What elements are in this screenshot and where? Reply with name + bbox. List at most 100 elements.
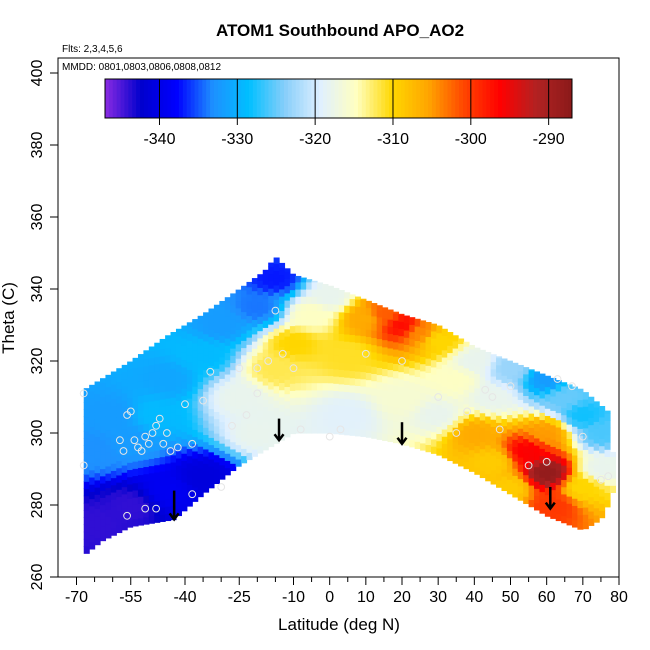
heatmap-cell xyxy=(387,347,394,356)
heatmap-cell xyxy=(485,473,492,482)
heatmap-cell xyxy=(105,415,112,424)
colorbar-cell xyxy=(268,79,273,118)
heatmap-cell xyxy=(159,492,166,501)
heatmap-cell xyxy=(306,325,313,333)
heatmap-cell xyxy=(474,431,481,439)
heatmap-cell xyxy=(94,415,101,423)
heatmap-cell xyxy=(165,354,172,363)
colorbar-cell xyxy=(303,79,308,118)
heatmap-cell xyxy=(295,411,302,420)
heatmap-cell xyxy=(420,428,427,437)
heatmap-cell xyxy=(159,338,166,342)
heatmap-cell xyxy=(512,374,519,383)
heatmap-cell xyxy=(490,361,497,370)
heatmap-cell xyxy=(360,400,367,409)
heatmap-cell xyxy=(257,301,264,310)
heatmap-cell xyxy=(83,445,90,454)
heatmap-cell xyxy=(203,384,210,392)
heatmap-cell xyxy=(577,471,584,480)
heatmap-cell xyxy=(376,316,383,325)
heatmap-cell xyxy=(501,368,508,376)
heatmap-cell xyxy=(593,486,600,494)
heatmap-cell xyxy=(452,391,459,399)
heatmap-cell xyxy=(148,422,155,431)
heatmap-cell xyxy=(251,355,258,364)
heatmap-cell xyxy=(327,332,334,341)
heatmap-cell xyxy=(414,419,421,428)
heatmap-cell xyxy=(262,377,269,386)
heatmap-cell xyxy=(89,462,96,471)
colorbar-cell xyxy=(120,79,125,118)
heatmap-cell xyxy=(159,449,166,458)
heatmap-cell xyxy=(235,401,242,410)
heatmap-cell xyxy=(506,479,513,488)
colorbar-cell xyxy=(171,79,176,118)
heatmap-cell xyxy=(436,433,443,442)
heatmap-cell xyxy=(306,346,313,355)
heatmap-cell xyxy=(550,453,557,462)
heatmap-cell xyxy=(344,377,351,385)
heatmap-cell xyxy=(311,303,318,312)
observation-point xyxy=(137,447,146,455)
heatmap-cell xyxy=(468,428,475,436)
heatmap-cell xyxy=(105,487,112,496)
heatmap-cell xyxy=(371,409,378,418)
heatmap-cell xyxy=(148,465,155,474)
heatmap-cell xyxy=(132,497,139,505)
colorbar-cell xyxy=(385,79,390,118)
colorbar-cell xyxy=(206,79,211,118)
heatmap-cell xyxy=(344,384,351,393)
heatmap-cell xyxy=(284,271,291,279)
heatmap-cell xyxy=(496,458,503,467)
heatmap-cell xyxy=(414,340,421,349)
heatmap-cell xyxy=(398,378,405,387)
heatmap-cell xyxy=(159,420,166,429)
heatmap-cell xyxy=(148,458,155,467)
heatmap-cell xyxy=(517,420,524,429)
heatmap-cell xyxy=(105,473,112,481)
heatmap-cell xyxy=(279,368,286,376)
heatmap-cell xyxy=(219,349,226,358)
heatmap-cell xyxy=(154,486,161,495)
heatmap-cell xyxy=(317,325,324,333)
heatmap-cell xyxy=(89,397,96,406)
heatmap-cell xyxy=(344,405,351,414)
heatmap-cell xyxy=(165,491,172,500)
heatmap-cell xyxy=(224,330,231,339)
heatmap-cell xyxy=(110,455,117,464)
heatmap-cell xyxy=(311,368,318,376)
heatmap-cell xyxy=(132,482,139,491)
heatmap-cell xyxy=(317,332,324,340)
heatmap-cell xyxy=(566,388,573,396)
heatmap-cell xyxy=(279,324,286,333)
heatmap-cell xyxy=(463,389,470,398)
y-tick-label: 400 xyxy=(29,60,46,87)
heatmap-cell xyxy=(289,282,296,291)
heatmap-cell xyxy=(485,466,492,475)
heatmap-cell xyxy=(175,414,182,423)
heatmap-cell xyxy=(197,366,204,375)
heatmap-cell xyxy=(203,376,210,385)
colorbar-cell xyxy=(280,79,285,118)
heatmap-cell xyxy=(382,361,389,369)
heatmap-cell xyxy=(127,361,134,370)
heatmap-cell xyxy=(409,360,416,369)
heatmap-cell xyxy=(403,380,410,389)
heatmap-cell xyxy=(148,472,155,481)
heatmap-cell xyxy=(534,452,541,461)
heatmap-cell xyxy=(338,354,345,363)
heatmap-cell xyxy=(116,453,123,462)
colorbar-cell xyxy=(186,79,192,118)
heatmap-cell xyxy=(89,440,96,449)
heatmap-cell xyxy=(132,381,139,390)
heatmap-cell xyxy=(110,427,117,435)
heatmap-cell xyxy=(485,372,492,381)
heatmap-cell xyxy=(376,338,383,347)
heatmap-cell xyxy=(425,394,432,402)
heatmap-cell xyxy=(110,499,117,507)
heatmap-cell xyxy=(333,287,340,291)
heatmap-cell xyxy=(154,493,161,502)
y-tick-label: 300 xyxy=(29,420,46,447)
heatmap-cell xyxy=(365,379,372,388)
heatmap-cell xyxy=(295,332,302,340)
